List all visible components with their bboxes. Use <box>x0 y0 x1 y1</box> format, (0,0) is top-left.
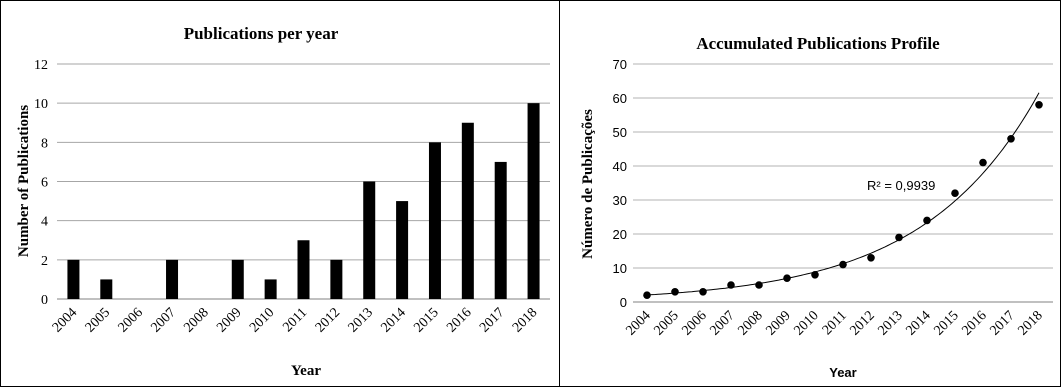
y-tick-label: 60 <box>613 91 627 106</box>
y-tick-label: 12 <box>34 58 48 73</box>
x-axis-title: Year <box>291 363 321 379</box>
data-point <box>811 271 819 279</box>
y-tick-label: 8 <box>41 136 48 151</box>
y-tick-label: 0 <box>41 293 48 308</box>
data-point <box>643 291 651 300</box>
y-tick-label: 0 <box>620 295 627 310</box>
x-tick-label: 2014 <box>379 305 409 335</box>
bar-chart-panel: Publications per year 0 2 4 6 8 10 12 2004 2005 20… <box>0 0 560 387</box>
data-point <box>727 281 735 289</box>
x-tick-label: 2013 <box>346 305 376 335</box>
x-tick-label: 2004 <box>50 305 80 335</box>
y-tick-label: 20 <box>613 227 627 242</box>
bar <box>264 279 277 299</box>
data-point <box>671 288 679 296</box>
x-tick-label: 2010 <box>247 305 277 335</box>
bar <box>166 259 179 299</box>
data-point <box>867 253 875 262</box>
y-axis-title: Número de Publicações <box>580 109 596 259</box>
data-point <box>783 274 791 283</box>
x-tick-label: 2007 <box>148 305 178 335</box>
x-tick-label: 2018 <box>1015 308 1045 338</box>
x-axis-title: Year <box>829 365 856 380</box>
x-tick-label: 2015 <box>931 308 961 338</box>
y-tick-label: 10 <box>613 261 627 276</box>
trendline-r2-label: R² = 0,9939 <box>867 178 935 193</box>
bar <box>396 201 409 299</box>
x-tick-label: 2011 <box>280 305 310 335</box>
data-point <box>1007 135 1015 143</box>
y-tick-label: 6 <box>41 176 48 191</box>
bar <box>527 103 540 300</box>
data-point <box>839 260 847 269</box>
bar <box>428 142 441 299</box>
x-tick-label: 2009 <box>763 308 793 338</box>
y-tick-label: 40 <box>613 159 627 174</box>
x-tick-label: 2014 <box>903 308 933 338</box>
bar <box>67 259 80 299</box>
x-tick-label: 2015 <box>411 305 441 335</box>
y-axis-title: Number of Publications <box>16 105 32 257</box>
bar <box>330 259 343 299</box>
data-point <box>895 233 903 242</box>
data-point <box>923 216 931 225</box>
x-tick-label: 2017 <box>987 308 1017 338</box>
x-tick-label: 2006 <box>679 308 709 338</box>
bar <box>297 240 310 299</box>
chart-title: Publications per year <box>184 24 339 43</box>
y-tick-label: 30 <box>613 193 627 208</box>
x-tick-label: 2008 <box>735 308 765 338</box>
x-tick-label: 2005 <box>83 305 113 335</box>
scatter-chart: Accumulated Publications Profile 0 10 20 30 4… <box>580 34 1053 380</box>
x-tick-label: 2010 <box>791 308 821 338</box>
y-tick-label: 50 <box>613 125 627 140</box>
data-point <box>979 158 987 167</box>
data-point <box>951 189 959 197</box>
y-tick-label: 10 <box>34 97 48 112</box>
data-point <box>755 281 763 289</box>
x-tick-label: 2013 <box>875 308 905 338</box>
data-point <box>699 288 707 296</box>
x-tick-label: 2008 <box>181 305 211 335</box>
y-tick-label: 2 <box>41 254 48 269</box>
bar <box>231 259 244 299</box>
bar <box>100 279 113 299</box>
chart-title: Accumulated Publications Profile <box>696 34 940 53</box>
x-tick-label: 2012 <box>313 305 343 335</box>
x-tick-label: 2016 <box>444 305 474 335</box>
x-tick-label: 2016 <box>959 308 989 338</box>
x-tick-label: 2012 <box>847 308 877 338</box>
x-tick-label: 2017 <box>477 305 507 335</box>
x-tick-label: 2004 <box>623 308 653 338</box>
x-tick-label: 2005 <box>651 308 681 338</box>
data-point <box>1035 101 1043 109</box>
x-tick-label: 2018 <box>510 305 540 335</box>
bar <box>363 181 376 299</box>
x-tick-label: 2006 <box>116 305 146 335</box>
x-tick-label: 2011 <box>820 308 850 338</box>
bar <box>494 161 507 299</box>
scatter-chart-panel: Accumulated Publications Profile 0 10 20 30 4… <box>559 0 1061 387</box>
y-tick-label: 4 <box>41 215 48 230</box>
x-tick-label: 2007 <box>707 308 737 338</box>
y-tick-label: 70 <box>613 57 627 72</box>
x-tick-label: 2009 <box>214 305 244 335</box>
bar <box>461 122 474 299</box>
